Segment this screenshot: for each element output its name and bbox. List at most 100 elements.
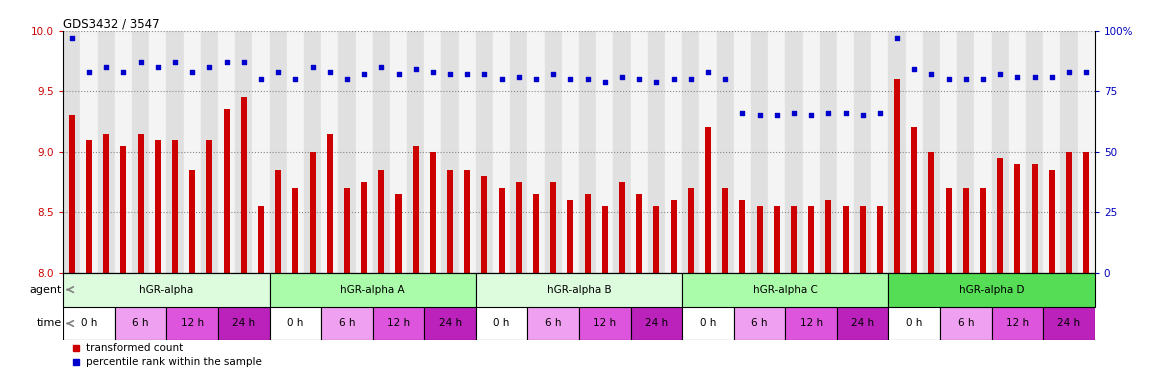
- Bar: [528, 306, 578, 340]
- Point: [888, 35, 906, 41]
- Bar: [957, 31, 974, 273]
- Bar: [945, 188, 952, 273]
- Bar: [121, 146, 126, 273]
- Bar: [636, 194, 642, 273]
- Bar: [911, 127, 918, 273]
- Point: [79, 69, 98, 75]
- Bar: [167, 31, 184, 273]
- Bar: [511, 31, 528, 273]
- Bar: [218, 306, 269, 340]
- Bar: [665, 31, 682, 273]
- Point: [97, 64, 115, 70]
- Bar: [843, 206, 849, 273]
- Text: 24 h: 24 h: [1058, 318, 1081, 328]
- Point: [734, 110, 752, 116]
- Bar: [963, 188, 968, 273]
- Bar: [240, 97, 247, 273]
- Bar: [499, 188, 505, 273]
- Bar: [894, 79, 900, 273]
- Bar: [630, 31, 647, 273]
- Bar: [63, 306, 115, 340]
- Bar: [115, 31, 132, 273]
- Bar: [820, 31, 837, 273]
- Bar: [1043, 306, 1095, 340]
- Point: [338, 76, 356, 82]
- Bar: [550, 182, 557, 273]
- Bar: [321, 306, 373, 340]
- Bar: [235, 31, 252, 273]
- Bar: [206, 140, 213, 273]
- Text: 24 h: 24 h: [645, 318, 668, 328]
- Bar: [688, 188, 693, 273]
- Point: [1078, 69, 1096, 75]
- Bar: [734, 306, 785, 340]
- Bar: [430, 152, 436, 273]
- Point: [1026, 74, 1044, 80]
- Point: [974, 76, 992, 82]
- Point: [1043, 74, 1061, 80]
- Bar: [739, 200, 745, 273]
- Bar: [378, 170, 384, 273]
- Bar: [1066, 152, 1072, 273]
- Bar: [338, 31, 355, 273]
- Point: [373, 64, 391, 70]
- Bar: [682, 273, 889, 306]
- Text: 12 h: 12 h: [799, 318, 822, 328]
- Bar: [373, 306, 424, 340]
- Bar: [682, 306, 734, 340]
- Text: 24 h: 24 h: [438, 318, 461, 328]
- Bar: [545, 31, 562, 273]
- Bar: [413, 146, 419, 273]
- Point: [716, 76, 735, 82]
- Bar: [476, 306, 528, 340]
- Bar: [940, 31, 957, 273]
- Point: [819, 110, 837, 116]
- Bar: [269, 273, 476, 306]
- Bar: [304, 31, 321, 273]
- Point: [750, 113, 768, 119]
- Bar: [997, 158, 1003, 273]
- Point: [802, 113, 820, 119]
- Bar: [922, 31, 940, 273]
- Text: 6 h: 6 h: [339, 318, 355, 328]
- Point: [957, 76, 975, 82]
- Bar: [493, 31, 511, 273]
- Text: 0 h: 0 h: [906, 318, 922, 328]
- Bar: [584, 194, 591, 273]
- Bar: [292, 188, 298, 273]
- Bar: [218, 31, 235, 273]
- Point: [767, 113, 785, 119]
- Bar: [286, 31, 304, 273]
- Bar: [567, 200, 574, 273]
- Bar: [1026, 31, 1043, 273]
- Bar: [476, 31, 493, 273]
- Point: [406, 66, 424, 73]
- Bar: [682, 31, 699, 273]
- Point: [355, 71, 374, 77]
- Text: hGR-alpha A: hGR-alpha A: [340, 285, 405, 295]
- Bar: [172, 140, 178, 273]
- Bar: [596, 31, 613, 273]
- Point: [217, 59, 236, 65]
- Bar: [344, 188, 350, 273]
- Bar: [81, 31, 98, 273]
- Bar: [104, 134, 109, 273]
- Text: 0 h: 0 h: [288, 318, 304, 328]
- Text: hGR-alpha: hGR-alpha: [139, 285, 193, 295]
- Bar: [751, 31, 768, 273]
- Bar: [991, 306, 1043, 340]
- Bar: [69, 116, 75, 273]
- Bar: [1060, 31, 1078, 273]
- Point: [390, 71, 408, 77]
- Bar: [722, 188, 728, 273]
- Point: [423, 69, 442, 75]
- Text: 6 h: 6 h: [751, 318, 768, 328]
- Point: [682, 76, 700, 82]
- Point: [440, 71, 459, 77]
- Point: [940, 76, 958, 82]
- Bar: [516, 182, 522, 273]
- Bar: [928, 152, 935, 273]
- Bar: [167, 306, 218, 340]
- Bar: [424, 31, 442, 273]
- Bar: [150, 31, 167, 273]
